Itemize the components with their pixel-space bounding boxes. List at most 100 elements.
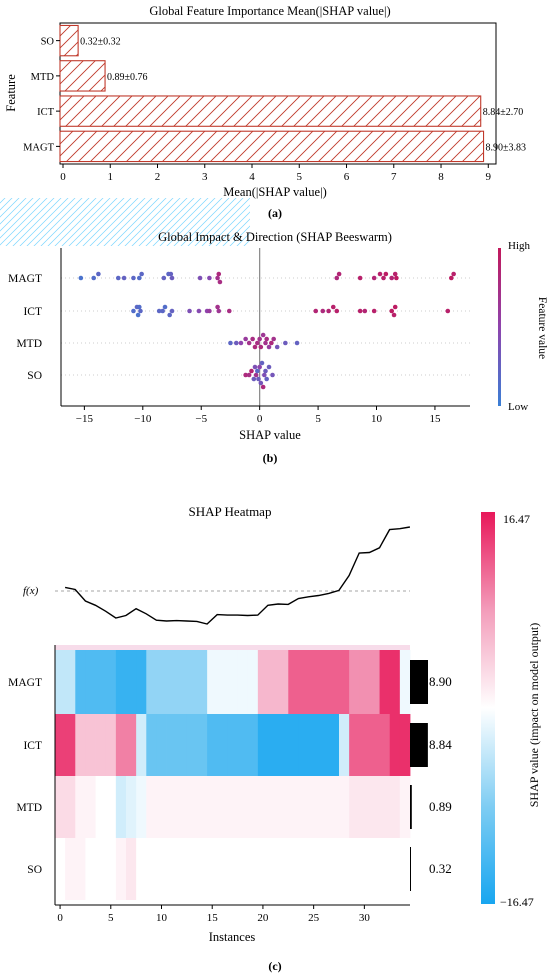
heat-cell-so: [55, 838, 66, 900]
xtick-label: 0: [57, 912, 63, 924]
point-ict: [389, 308, 395, 314]
heat-cell-magt: [257, 650, 269, 714]
point-so: [246, 372, 252, 378]
importance-bar-ict: [410, 723, 428, 767]
heat-cell-so: [126, 838, 137, 900]
heat-cell-so: [105, 838, 117, 900]
point-magt: [78, 275, 84, 281]
point-magt: [215, 275, 220, 281]
point-magt: [197, 275, 203, 281]
xtick-label: 10: [156, 912, 168, 924]
heat-cell-magt: [186, 650, 198, 714]
point-so: [258, 380, 264, 386]
ytick-label-mtd: MTD: [31, 72, 55, 83]
point-magt: [217, 279, 223, 285]
point-so: [260, 384, 266, 390]
decorative-hatch-band: [0, 198, 250, 246]
xtick-label: −10: [134, 413, 152, 425]
heat-cell-so: [278, 838, 289, 900]
heat-cell-ict: [55, 714, 66, 776]
point-magt: [449, 275, 454, 281]
point-ict: [226, 308, 232, 314]
heat-cell-magt: [156, 650, 167, 714]
panel-b-label: (b): [263, 451, 278, 465]
heat-cell-magt: [65, 650, 76, 714]
point-mtd: [252, 344, 258, 350]
point-ict: [160, 308, 165, 314]
point-magt: [381, 275, 386, 281]
heat-cell-ict: [85, 714, 96, 776]
point-magt: [377, 271, 383, 277]
xtick-label: 0: [257, 413, 263, 425]
heat-cell-magt: [85, 650, 96, 714]
heat-cell-magt: [105, 650, 117, 714]
heat-cell-so: [136, 838, 147, 900]
point-mtd: [250, 336, 255, 342]
point-ict: [196, 308, 202, 314]
ytick-label-mtd: MTD: [16, 802, 42, 814]
point-mtd: [260, 332, 266, 338]
heat-cell-so: [186, 838, 198, 900]
point-mtd: [257, 336, 262, 342]
heat-cell-mtd: [257, 776, 269, 838]
point-magt: [334, 275, 340, 281]
panel-c-heatmap: [55, 645, 411, 900]
heat-cell-mtd: [339, 776, 350, 838]
heat-cell-so: [257, 838, 269, 900]
importance-bar-magt: [410, 660, 428, 704]
heat-cell-mtd: [318, 776, 330, 838]
importance-label-ict: 8.84: [429, 737, 452, 752]
point-so: [263, 368, 268, 374]
heat-cell-mtd: [308, 776, 320, 838]
point-ict: [135, 312, 141, 318]
heat-cell-so: [156, 838, 167, 900]
point-mtd: [271, 336, 276, 342]
point-mtd: [258, 344, 264, 350]
heat-cell-mtd: [298, 776, 309, 838]
point-mtd: [246, 340, 252, 346]
heat-cell-ict: [186, 714, 198, 776]
heat-cell-so: [339, 838, 350, 900]
heat-cell-so: [298, 838, 309, 900]
heat-cell-mtd: [237, 776, 249, 838]
heat-cell-mtd: [278, 776, 289, 838]
point-ict: [131, 308, 136, 314]
heat-cell-mtd: [75, 776, 86, 838]
xtick-label: 15: [207, 912, 219, 924]
point-mtd: [264, 336, 269, 342]
heat-cell-mtd: [176, 776, 188, 838]
heat-cell-magt: [379, 650, 391, 714]
point-magt: [169, 275, 175, 281]
point-ict: [445, 308, 451, 314]
xtick-label: 5: [297, 171, 303, 183]
heat-cell-magt: [237, 650, 249, 714]
heat-cell-magt: [207, 650, 218, 714]
heat-cell-magt: [227, 650, 238, 714]
heat-cell-so: [349, 838, 360, 900]
heat-cell-ict: [166, 714, 178, 776]
point-ict: [362, 308, 368, 314]
panel-b-title: Global Impact & Direction (SHAP Beeswarm…: [158, 230, 392, 244]
xtick-label: 25: [308, 912, 320, 924]
heat-cell-ict: [349, 714, 360, 776]
ytick-label-magt: MAGT: [8, 273, 42, 285]
heat-cell-so: [85, 838, 96, 900]
heat-cell-mtd: [369, 776, 380, 838]
heat-cell-so: [308, 838, 320, 900]
bar-label-mtd: 0.89±0.76: [107, 72, 148, 83]
heat-cell-ict: [369, 714, 380, 776]
heat-cell-so: [359, 838, 370, 900]
heat-cell-mtd: [65, 776, 76, 838]
point-ict: [187, 308, 192, 314]
heat-cell-magt: [298, 650, 309, 714]
xtick-label: 10: [371, 413, 383, 425]
heat-cell-mtd: [146, 776, 157, 838]
point-ict: [156, 308, 162, 314]
point-ict: [138, 308, 143, 314]
heat-cell-ict: [105, 714, 117, 776]
heat-cell-magt: [75, 650, 86, 714]
heat-cell-ict: [65, 714, 76, 776]
heat-cell-magt: [369, 650, 380, 714]
heat-cell-so: [207, 838, 218, 900]
